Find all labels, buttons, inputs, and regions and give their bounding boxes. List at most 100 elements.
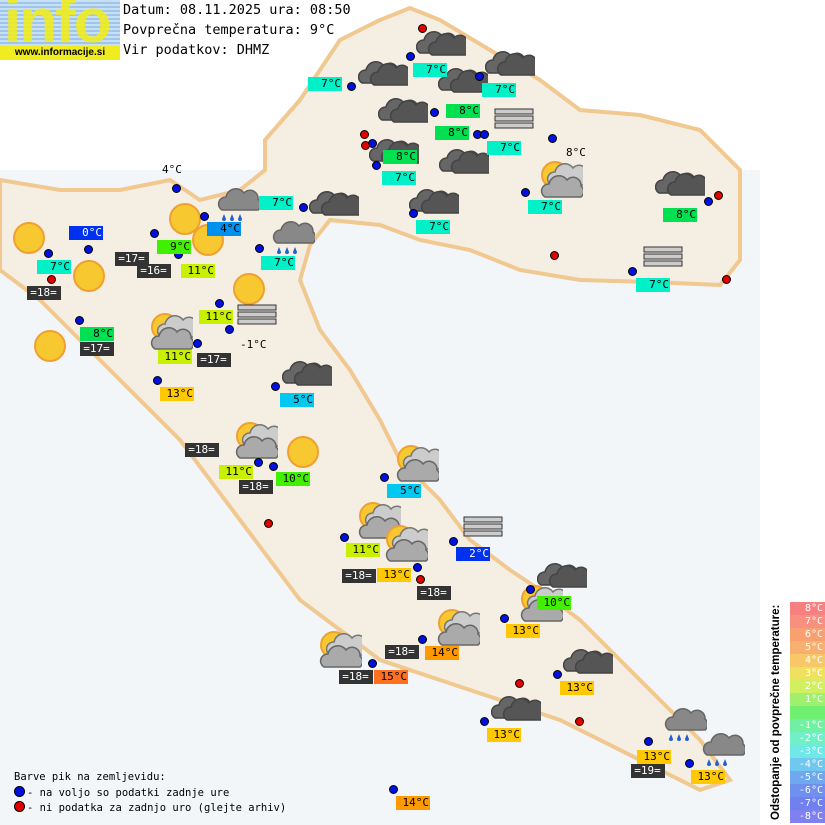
station-dot-available[interactable] <box>521 188 530 197</box>
average-temperature: Povprečna temperatura: 9°C <box>123 22 335 38</box>
cloud-icon <box>536 549 593 603</box>
temperature-label: 7°C <box>413 63 447 77</box>
station-dot-available[interactable] <box>254 458 263 467</box>
temperature-label: 0°C <box>69 226 103 240</box>
station-dot-available[interactable] <box>271 382 280 391</box>
station-dot-available[interactable] <box>418 635 427 644</box>
station-dot-available[interactable] <box>500 614 509 623</box>
station-dot-available[interactable] <box>406 52 415 61</box>
station-dot-available[interactable] <box>480 717 489 726</box>
station-dot-available[interactable] <box>340 533 349 542</box>
temperature-label: 10°C <box>276 472 310 486</box>
rain-icon <box>265 213 317 267</box>
station-dot-available[interactable] <box>430 108 439 117</box>
temperature-label: 10°C <box>537 596 571 610</box>
station-dot-available[interactable] <box>225 325 234 334</box>
temperature-label: 11°C <box>346 543 380 557</box>
station-dot-available[interactable] <box>480 130 489 139</box>
station-dot-available[interactable] <box>628 267 637 276</box>
temperature-label: 11°C <box>181 264 215 278</box>
station-dot-available[interactable] <box>368 659 377 668</box>
station-dot-available[interactable] <box>548 134 557 143</box>
station-dot-available[interactable] <box>685 759 694 768</box>
temperature-label: 13°C <box>637 750 671 764</box>
station-dot-missing[interactable] <box>714 191 723 200</box>
fog-icon <box>489 93 539 147</box>
legend-ok: - na voljo so podatki zadnje ure <box>14 786 229 799</box>
station-dot-available[interactable] <box>409 209 418 218</box>
station-dot-available[interactable] <box>44 249 53 258</box>
scale-step: -3°C <box>790 745 825 758</box>
station-dot-available[interactable] <box>449 537 458 546</box>
station-dot-missing[interactable] <box>416 575 425 584</box>
scale-step: 6°C <box>790 628 825 641</box>
station-dot-missing[interactable] <box>722 275 731 284</box>
partly-cloudy-icon <box>143 307 201 361</box>
station-dot-available[interactable] <box>475 72 484 81</box>
sun-icon <box>224 264 274 318</box>
cloud-icon <box>357 47 414 101</box>
station-dot-available[interactable] <box>347 82 356 91</box>
scale-step <box>790 706 825 719</box>
station-dot-available[interactable] <box>84 245 93 254</box>
partly-cloudy-icon <box>378 519 436 573</box>
station-dot-available[interactable] <box>413 563 422 572</box>
temperature-label: 8°C <box>80 327 114 341</box>
temperature-label: 7°C <box>487 141 521 155</box>
cloud-icon <box>308 177 365 231</box>
station-dot-available[interactable] <box>75 316 84 325</box>
station-dot-missing[interactable] <box>550 251 559 260</box>
temperature-label: 7°C <box>37 260 71 274</box>
sun-icon <box>4 213 54 267</box>
station-dot-available[interactable] <box>704 197 713 206</box>
deviation-color-scale: 8°C 7°C 6°C 5°C 4°C 3°C 2°C 1°C -1°C -2°C -3°C -4°C… <box>790 602 825 823</box>
temperature-label: 4°C <box>207 222 241 236</box>
station-dot-missing[interactable] <box>418 24 427 33</box>
station-dot-available[interactable] <box>269 462 278 471</box>
logo-url[interactable]: www.informacije.si <box>0 46 120 60</box>
info-logo[interactable]: info www.informacije.si <box>0 0 120 60</box>
station-dot-available[interactable] <box>172 184 181 193</box>
scale-step: 1°C <box>790 693 825 706</box>
station-dot-available[interactable] <box>153 376 162 385</box>
station-dot-missing[interactable] <box>575 717 584 726</box>
sea-temperature-label: =17= <box>197 353 231 367</box>
data-source: Vir podatkov: DHMZ <box>123 42 270 58</box>
temperature-label: 7°C <box>308 77 342 91</box>
station-dot-missing[interactable] <box>515 679 524 688</box>
scale-step: -4°C <box>790 758 825 771</box>
station-dot-missing[interactable] <box>360 130 369 139</box>
station-dot-available[interactable] <box>215 299 224 308</box>
partly-cloudy-icon <box>533 155 591 209</box>
temperature-label: 7°C <box>528 200 562 214</box>
scale-step: 5°C <box>790 641 825 654</box>
sea-temperature-label: =18= <box>342 569 376 583</box>
station-dot-available[interactable] <box>372 161 381 170</box>
scale-step: 4°C <box>790 654 825 667</box>
rain-icon <box>695 725 747 779</box>
station-dot-missing[interactable] <box>47 275 56 284</box>
station-dot-available[interactable] <box>255 244 264 253</box>
temperature-label: 5°C <box>387 484 421 498</box>
partly-cloudy-icon <box>351 496 409 550</box>
temperature-label: 13°C <box>377 568 411 582</box>
station-dot-available[interactable] <box>553 670 562 679</box>
station-dot-available[interactable] <box>380 473 389 482</box>
station-dot-available[interactable] <box>193 339 202 348</box>
station-dot-available[interactable] <box>389 785 398 794</box>
cloud-icon <box>281 347 338 401</box>
station-dot-available[interactable] <box>150 229 159 238</box>
station-dot-available[interactable] <box>200 212 209 221</box>
sun-icon <box>64 251 114 305</box>
sea-temperature-label: =17= <box>115 252 149 266</box>
station-dot-available[interactable] <box>299 203 308 212</box>
station-dot-missing[interactable] <box>264 519 273 528</box>
station-dot-available[interactable] <box>644 737 653 746</box>
station-dot-missing[interactable] <box>361 141 370 150</box>
sun-icon <box>278 427 328 481</box>
temperature-label: 13°C <box>560 681 594 695</box>
station-dot-available[interactable] <box>526 585 535 594</box>
sea-temperature-label: =17= <box>80 342 114 356</box>
legend-missing: - ni podatka za zadnjo uro (glejte arhiv… <box>14 801 286 814</box>
legend-title: Barve pik na zemljevidu: <box>14 771 166 783</box>
